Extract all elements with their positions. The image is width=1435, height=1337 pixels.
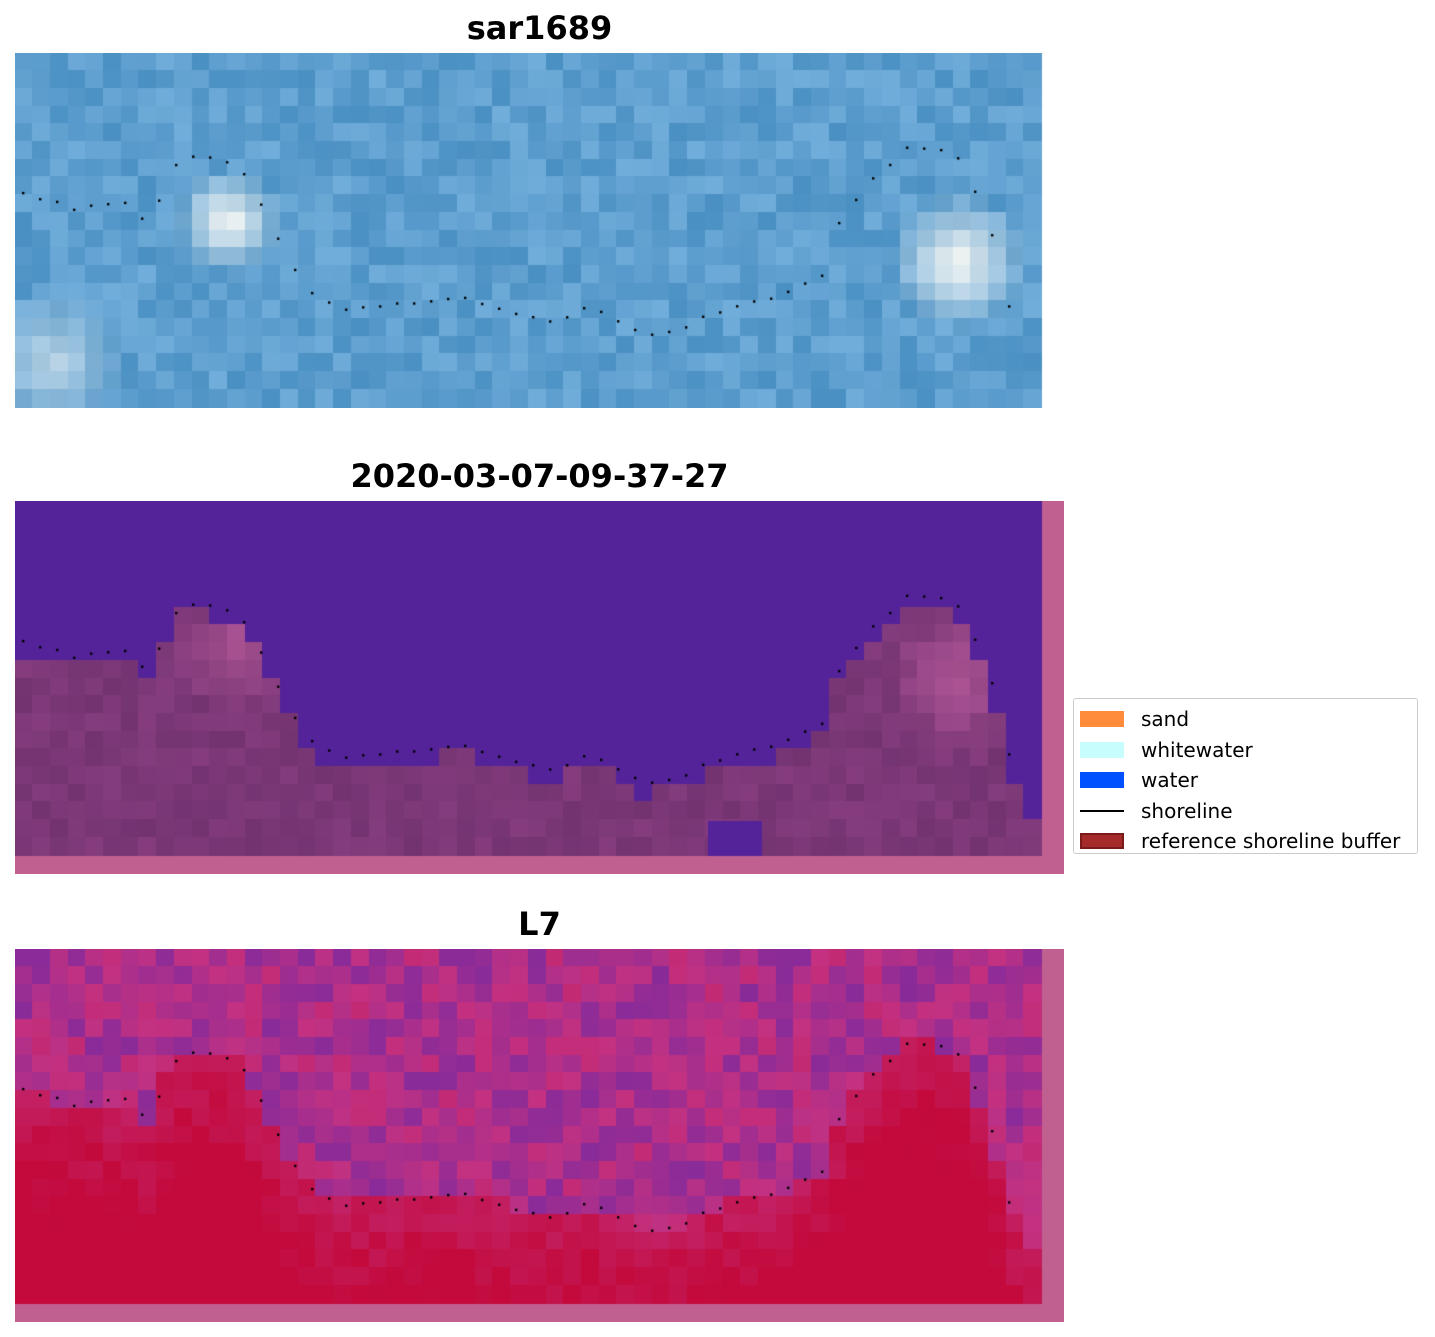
shoreline-line-swatch	[1080, 809, 1124, 812]
buffer-swatch	[1080, 833, 1124, 850]
index-image-canvas	[15, 949, 1064, 1322]
panel-title-classified: 2020-03-07-09-37-27	[350, 457, 729, 495]
legend-item-whitewater: whitewater	[1080, 735, 1417, 766]
panel-title-index: L7	[518, 905, 561, 943]
classified-image-canvas	[15, 501, 1064, 874]
legend-label-shoreline: shoreline	[1141, 798, 1233, 823]
legend-label-buffer: reference shoreline buffer	[1141, 829, 1401, 854]
classified-image-panel	[15, 501, 1064, 874]
panel-title-rgb: sar1689	[466, 9, 613, 47]
rgb-image-panel	[15, 53, 1046, 408]
water-swatch	[1080, 772, 1124, 789]
sand-swatch	[1080, 711, 1124, 728]
legend-label-sand: sand	[1141, 707, 1190, 732]
whitewater-swatch	[1080, 741, 1124, 758]
legend-item-water: water	[1080, 765, 1417, 796]
legend-item-shoreline: shoreline	[1080, 796, 1417, 827]
legend: sand whitewater water shoreline referenc…	[1073, 698, 1418, 854]
legend-item-sand: sand	[1080, 704, 1417, 735]
index-image-panel	[15, 949, 1064, 1322]
legend-item-buffer: reference shoreline buffer	[1080, 826, 1417, 857]
legend-label-water: water	[1141, 768, 1198, 793]
legend-label-whitewater: whitewater	[1141, 737, 1253, 762]
rgb-image-canvas	[15, 53, 1046, 408]
